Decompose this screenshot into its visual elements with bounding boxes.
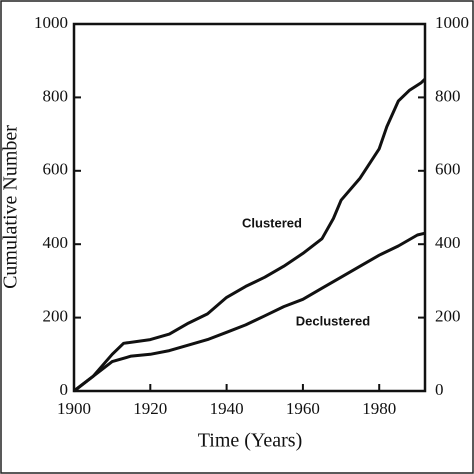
y2-tick-label: 800 <box>435 86 461 105</box>
y-tick-label: 600 <box>43 160 69 179</box>
y2-tick-label: 1000 <box>435 13 469 32</box>
y2-tick-label: 200 <box>435 307 461 326</box>
x-tick-label: 1960 <box>286 399 320 418</box>
x-tick-label: 1980 <box>362 399 396 418</box>
y2-tick-label: 0 <box>435 380 444 399</box>
x-axis-label: Time (Years) <box>198 430 302 452</box>
x-tick-label: 1940 <box>210 399 244 418</box>
x-tick-label: 1920 <box>133 399 167 418</box>
y-axis-label: Cumulative Number <box>0 125 22 289</box>
y2-tick-label: 600 <box>435 160 461 179</box>
plot-area <box>72 22 427 393</box>
series-line <box>73 231 426 393</box>
y-tick-label: 0 <box>60 380 69 399</box>
series-label: Declustered <box>296 313 370 328</box>
y-tick-label: 800 <box>43 86 69 105</box>
y2-tick-label: 400 <box>435 233 461 252</box>
y-tick-label: 200 <box>43 307 69 326</box>
y-tick-label: 400 <box>43 233 69 252</box>
series-label: Clustered <box>242 215 302 230</box>
y-tick-label: 1000 <box>34 13 68 32</box>
series-line <box>73 78 427 393</box>
x-tick-label: 1900 <box>57 399 91 418</box>
